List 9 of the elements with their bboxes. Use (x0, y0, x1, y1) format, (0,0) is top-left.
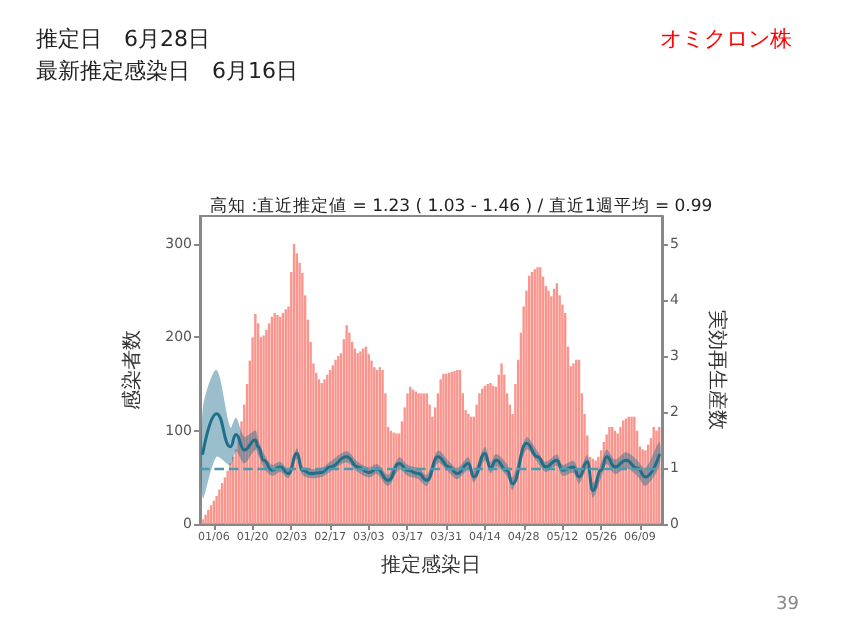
y2-axis-title: 実効再生産数 (705, 310, 729, 430)
chart-title: 高知 :直近推定値 = 1.23 ( 1.03 - 1.46 ) / 直近1週平均 = 0.99 (210, 195, 713, 217)
text: 推定日 6月28日 (36, 26, 210, 52)
text: 最新推定感染日 6月16日 (36, 58, 298, 84)
line-series (201, 412, 661, 492)
y-axis-title: 感染者数 (120, 330, 145, 410)
text: 39 (776, 595, 800, 615)
text: オミクロン株 (660, 26, 792, 52)
x-axis-title: 推定感染日 (381, 553, 481, 577)
